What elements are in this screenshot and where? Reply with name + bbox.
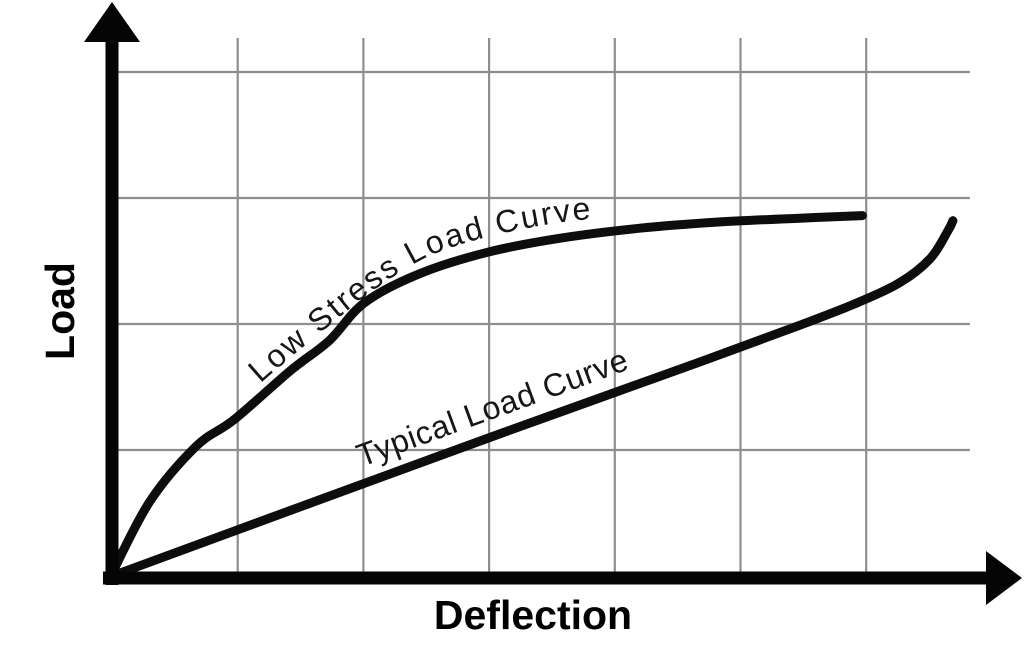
low-stress-curve-label: Low Stress Load Curve bbox=[241, 190, 594, 389]
typical-load-curve bbox=[107, 216, 958, 581]
y-axis-label: Load bbox=[37, 262, 83, 360]
x-axis-arrowhead-icon bbox=[986, 551, 1022, 605]
x-axis bbox=[103, 551, 1022, 605]
y-axis bbox=[84, 2, 140, 585]
y-axis-arrowhead-icon bbox=[84, 2, 140, 42]
x-axis-label: Deflection bbox=[434, 592, 632, 638]
typical-curve-label: Typical Load Curve bbox=[352, 341, 634, 473]
grid-lines bbox=[110, 37, 970, 578]
low-stress-curve bbox=[107, 211, 867, 578]
